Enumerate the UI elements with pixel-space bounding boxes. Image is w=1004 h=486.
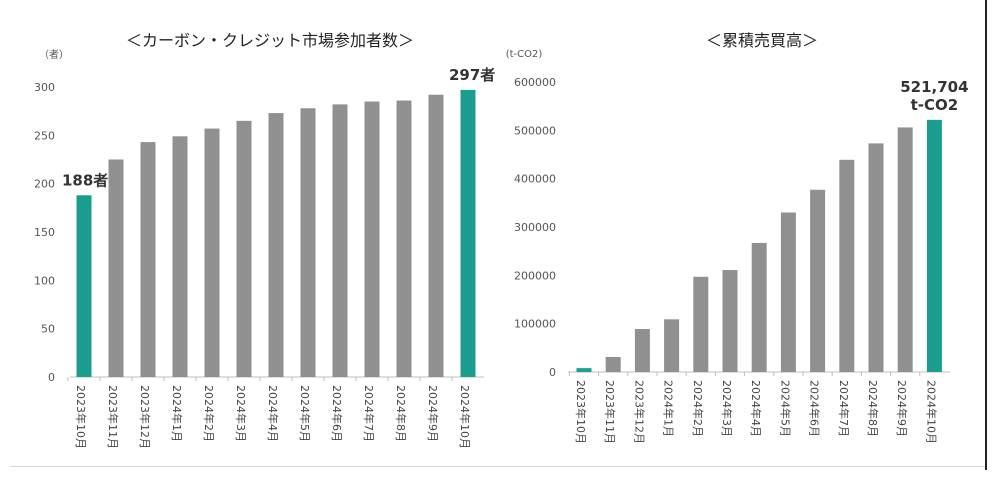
right-x-tick-label: 2024年5月 (778, 380, 792, 437)
right-data-label: 521,704 (900, 78, 968, 96)
left-chart-title: ＜カーボン・クレジット市場参加者数＞ (126, 31, 414, 50)
left-x-tick-label: 2023年12月 (138, 385, 152, 449)
left-bar (236, 120, 252, 377)
left-x-tick-label: 2024年8月 (394, 385, 408, 442)
left-y-tick-label: 50 (41, 323, 55, 336)
left-bar (140, 142, 156, 377)
right-bar (897, 127, 913, 372)
right-bar (664, 319, 680, 372)
right-bar (868, 143, 884, 372)
right-x-tick-label: 2024年7月 (837, 380, 851, 437)
left-x-tick-label: 2024年4月 (266, 385, 280, 442)
right-x-tick-label: 2024年8月 (866, 380, 880, 437)
right-bar (926, 119, 942, 372)
right-x-tick-label: 2023年10月 (574, 380, 588, 444)
right-data-label: t-CO2 (911, 96, 959, 114)
right-x-tick-label: 2024年9月 (895, 380, 909, 437)
right-x-tick-label: 2024年2月 (691, 380, 705, 437)
right-bar (810, 189, 826, 372)
right-bar (722, 270, 738, 372)
left-y-tick-label: 300 (34, 81, 55, 94)
right-x-tick-label: 2023年11月 (603, 380, 617, 444)
right-y-tick-label: 300000 (514, 221, 556, 234)
right-y-unit: (t-CO2) (506, 49, 543, 60)
right-bar (605, 357, 621, 372)
left-x-tick-label: 2024年10月 (458, 385, 472, 449)
left-bar (172, 136, 188, 377)
right-x-tick-label: 2024年10月 (924, 380, 938, 444)
right-y-tick-label: 500000 (514, 124, 556, 137)
right-bar (780, 212, 796, 372)
left-x-tick-label: 2024年9月 (426, 385, 440, 442)
left-bar (300, 108, 316, 378)
left-y-tick-label: 250 (34, 129, 55, 142)
left-y-tick-label: 200 (34, 178, 55, 191)
left-bar (364, 101, 380, 377)
left-x-tick-label: 2023年10月 (74, 385, 88, 449)
left-y-tick-label: 100 (34, 274, 55, 287)
left-bar (460, 89, 476, 378)
left-x-tick-label: 2024年1月 (170, 385, 184, 442)
right-chart-title: ＜累積売買高＞ (706, 31, 818, 50)
right-y-tick-label: 600000 (514, 76, 556, 89)
left-x-tick-label: 2024年7月 (362, 385, 376, 442)
left-x-tick-label: 2024年3月 (234, 385, 248, 442)
right-x-tick-label: 2023年12月 (632, 380, 646, 444)
right-x-tick-label: 2024年1月 (662, 380, 676, 437)
right-bar (751, 242, 767, 372)
left-bar (396, 100, 412, 378)
right-bar (576, 368, 592, 372)
right-bar (693, 276, 709, 372)
left-y-tick-label: 150 (34, 226, 55, 239)
right-bar (634, 328, 650, 372)
right-x-tick-label: 2024年6月 (808, 380, 822, 437)
left-bar (428, 94, 444, 377)
left-bar (204, 128, 220, 377)
bottom-divider (10, 466, 985, 467)
left-x-tick-label: 2024年6月 (330, 385, 344, 442)
left-y-tick-label: 0 (48, 371, 55, 384)
right-y-tick-label: 400000 (514, 173, 556, 186)
left-bar (76, 195, 92, 377)
right-border-divider (985, 0, 987, 470)
left-bar (108, 159, 124, 377)
right-bar (839, 159, 855, 372)
right-y-tick-label: 100000 (514, 318, 556, 331)
left-y-unit: （者） (39, 49, 69, 61)
left-x-tick-label: 2023年11月 (106, 385, 120, 449)
right-x-tick-label: 2024年3月 (720, 380, 734, 437)
right-y-tick-label: 0 (549, 366, 556, 379)
left-data-label: 188者 (62, 171, 108, 189)
left-x-tick-label: 2024年2月 (202, 385, 216, 442)
right-y-tick-label: 200000 (514, 269, 556, 282)
left-data-label: 297者 (449, 66, 495, 84)
left-x-tick-label: 2024年5月 (298, 385, 312, 442)
left-bar (332, 104, 348, 378)
right-x-tick-label: 2024年4月 (749, 380, 763, 437)
left-bar (268, 113, 284, 377)
